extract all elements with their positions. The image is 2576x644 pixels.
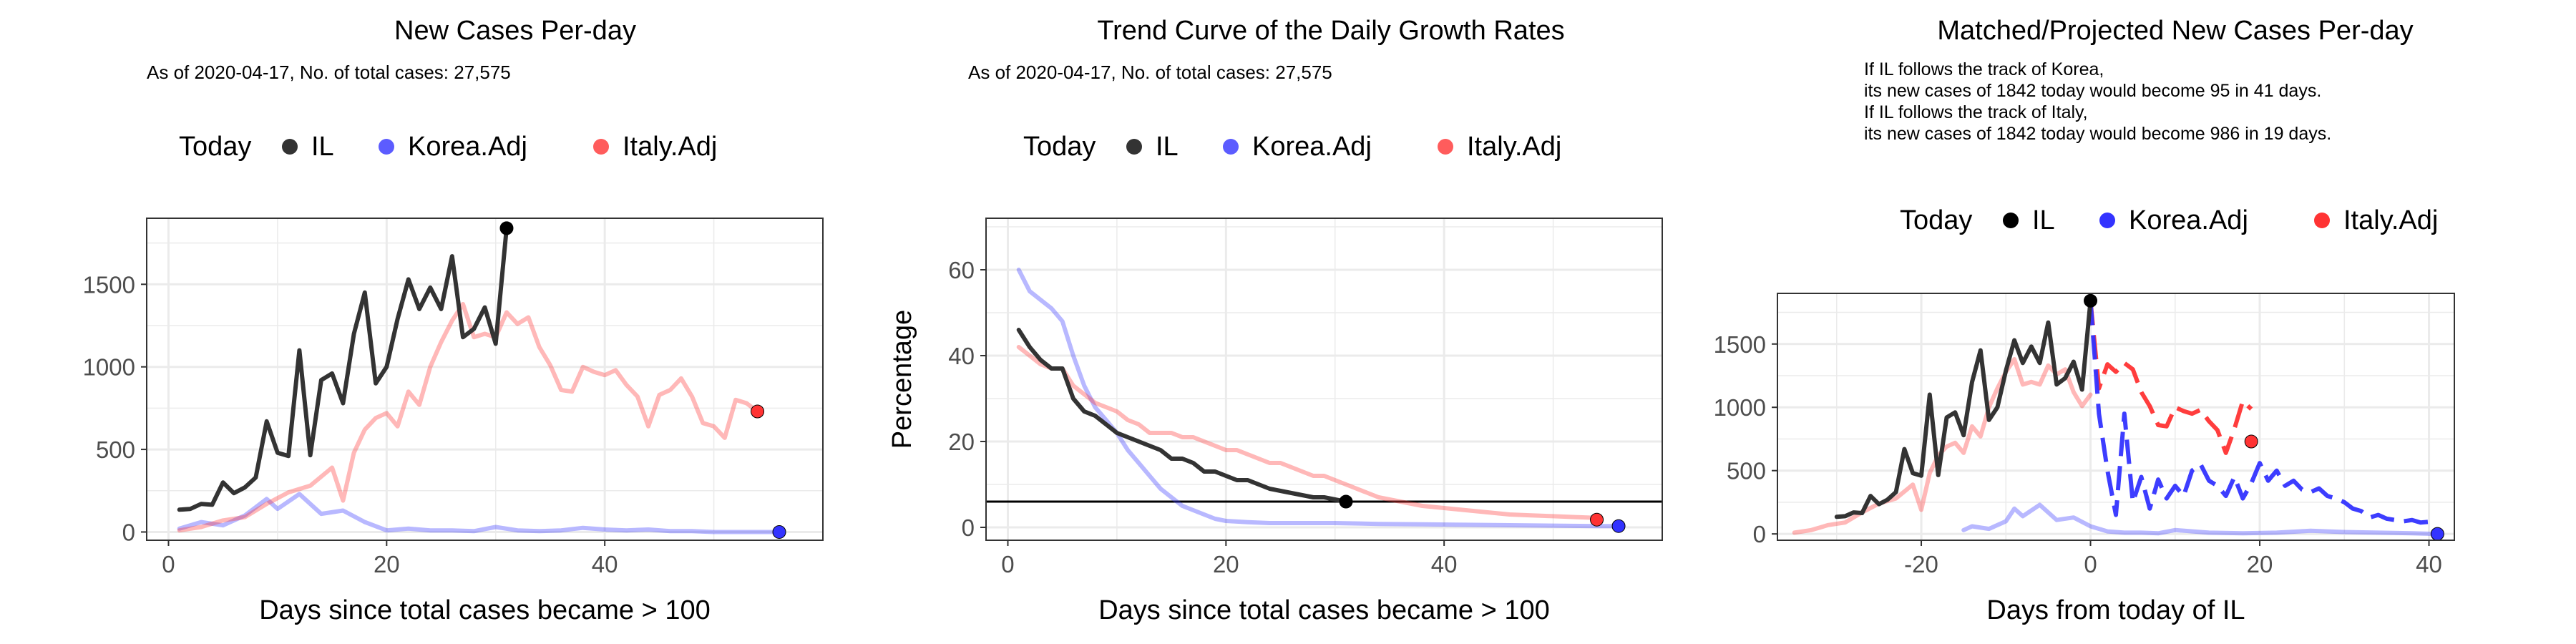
series-line-il: [177, 225, 509, 512]
today-point-italy-adj: [751, 404, 765, 419]
y-tick-label: 0: [122, 519, 135, 545]
axes: -20 0 20 40 0 500 1000 1500 Days from today of I…: [1714, 331, 2442, 625]
series-line-italy-adj: [177, 302, 760, 533]
chart-title: Trend Curve of the Daily Growth Rates: [1097, 16, 1564, 46]
chart-subtitle: As of 2020-04-17, No. of total cases: 27…: [147, 62, 511, 83]
today-point-italy-adj: [2244, 434, 2258, 449]
x-tick-label: 40: [592, 551, 618, 577]
y-tick-label: 0: [962, 514, 975, 541]
chart-title: New Cases Per-day: [394, 16, 636, 46]
legend-key-1: [282, 139, 298, 155]
series-group: [1792, 298, 2440, 537]
grid: [986, 218, 1662, 540]
panel-border: [146, 218, 824, 541]
series-line-italy-adj: [1016, 345, 1599, 520]
x-tick-label: 20: [2247, 551, 2273, 577]
y-tick-label: 500: [1727, 458, 1766, 484]
legend-label: IL: [1156, 132, 1179, 162]
chart-subtitle-line: its new cases of 1842 today would become…: [1864, 124, 2331, 144]
legend-title: Today: [1900, 205, 1972, 235]
legend-label: Italy.Adj: [2343, 205, 2438, 235]
y-axis-label: Percentage: [887, 310, 917, 449]
series-line-korea-adj-matched-: [1961, 502, 2440, 537]
series-group: [986, 268, 1662, 529]
chart-panel-1: New Cases Per-day As of 2020-04-17, No. o…: [83, 16, 824, 625]
series-line-korea-adj: [177, 492, 781, 535]
legend-title: Today: [179, 132, 251, 162]
legend-label: Italy.Adj: [1467, 132, 1561, 162]
legend: Today IL Korea.Adj Italy.Adj: [1023, 132, 1561, 162]
chart-subtitle-line: If IL follows the track of Korea,: [1864, 59, 2104, 79]
today-point-il: [2084, 293, 2098, 308]
y-tick-label: 1000: [1714, 394, 1766, 421]
legend-key-2: [2099, 213, 2115, 228]
x-tick-label: 40: [1431, 551, 1458, 577]
legend: Today IL Korea.Adj Italy.Adj: [179, 132, 717, 162]
today-point-italy-adj: [1590, 512, 1604, 527]
x-tick-label: -20: [1904, 551, 1938, 577]
series-line-korea-adj-projected-: [2088, 301, 2438, 525]
today-point-il: [499, 221, 514, 235]
chart-subtitle: As of 2020-04-17, No. of total cases: 27…: [968, 62, 1332, 83]
today-point-korea-adj: [772, 525, 786, 539]
y-tick-label: 1500: [1714, 331, 1766, 358]
legend-key-3: [593, 139, 609, 155]
y-tick-label: 60: [948, 257, 975, 283]
x-tick-label: 0: [2084, 551, 2097, 577]
chart-subtitle-line: its new cases of 1842 today would become…: [1864, 81, 2321, 101]
y-tick-label: 40: [948, 343, 975, 369]
legend-label: Korea.Adj: [1252, 132, 1372, 162]
series-line-italy-adj-matched-: [1792, 357, 2093, 535]
legend-key-2: [1223, 139, 1239, 155]
series-line-il: [1834, 298, 2093, 519]
series-line-korea-adj: [1016, 268, 1621, 529]
panel-border: [985, 218, 1663, 541]
plot-area: [986, 218, 1662, 540]
panel-border: [1777, 293, 2455, 541]
legend-label: Korea.Adj: [408, 132, 527, 162]
legend-label: Italy.Adj: [623, 132, 717, 162]
legend-label: IL: [311, 132, 334, 162]
legend: Today IL Korea.Adj Italy.Adj: [1900, 205, 2438, 235]
y-tick-label: 1500: [83, 271, 135, 298]
y-tick-label: 20: [948, 429, 975, 455]
grid: [1777, 293, 2454, 540]
legend-label: IL: [2032, 205, 2055, 235]
x-tick-label: 20: [374, 551, 400, 577]
y-tick-label: 0: [1753, 521, 1766, 547]
series-group: [177, 225, 781, 535]
chart-subtitle-line: If IL follows the track of Italy,: [1864, 102, 2088, 122]
chart-panel-3: Matched/Projected New Cases Per-day If IL…: [1714, 16, 2455, 625]
legend-key-3: [2314, 213, 2330, 228]
series-line-italy-adj-projected-: [2088, 301, 2253, 455]
legend-key-1: [2003, 213, 2019, 228]
today-point-korea-adj: [1611, 519, 1626, 533]
legend-key-3: [1438, 139, 1453, 155]
legend-key-2: [379, 139, 394, 155]
axes: 0 20 40 0 500 1000 1500 Days since total cases …: [83, 271, 711, 625]
series-line-il: [1016, 328, 1348, 504]
x-tick-label: 40: [2416, 551, 2442, 577]
x-tick-label: 20: [1213, 551, 1239, 577]
x-tick-label: 0: [162, 551, 175, 577]
legend-label: Korea.Adj: [2129, 205, 2248, 235]
today-point-il: [1339, 494, 1353, 509]
y-tick-label: 500: [96, 436, 135, 463]
axes: 0 20 40 0 20 40 60 Days since total cases becam…: [887, 257, 1550, 625]
x-tick-label: 0: [1001, 551, 1014, 577]
chart-panel-2: Trend Curve of the Daily Growth Rates As …: [887, 16, 1663, 625]
x-axis-label: Days since total cases became > 100: [1098, 595, 1550, 625]
legend-key-1: [1126, 139, 1142, 155]
plot-area: [147, 218, 823, 540]
y-tick-label: 1000: [83, 354, 135, 381]
x-axis-label: Days from today of IL: [1986, 595, 2245, 625]
chart-title: Matched/Projected New Cases Per-day: [1937, 16, 2413, 46]
today-point-korea-adj: [2430, 527, 2444, 541]
x-axis-label: Days since total cases became > 100: [259, 595, 711, 625]
legend-title: Today: [1023, 132, 1096, 162]
